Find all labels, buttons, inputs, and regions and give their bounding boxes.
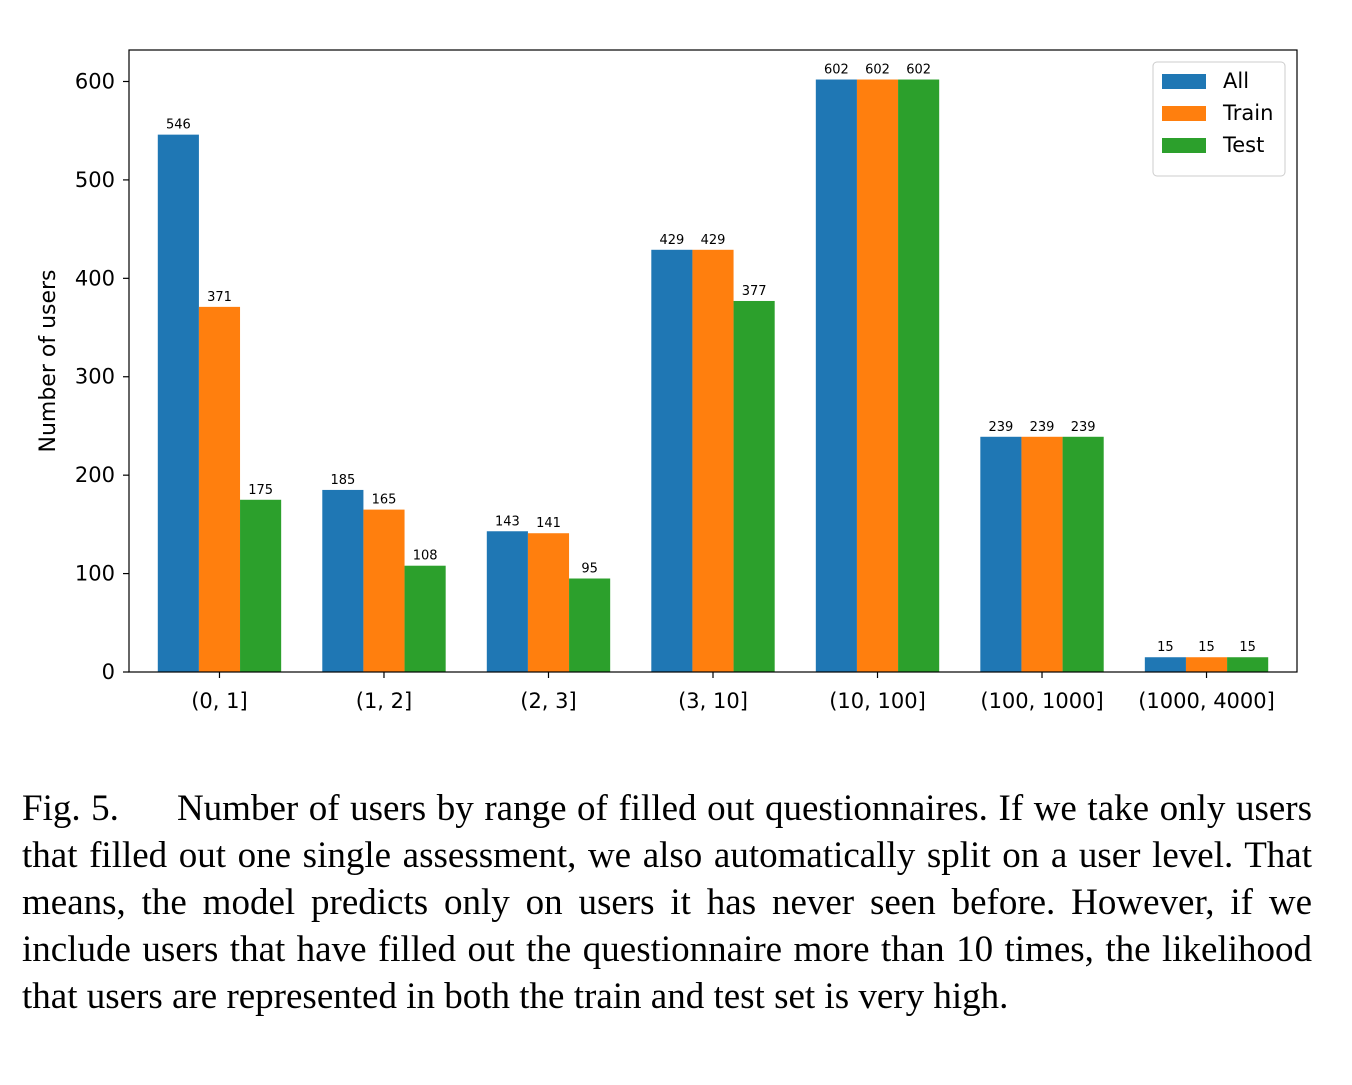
bar-value-label: 602 (824, 63, 849, 78)
bar-value-label: 15 (1198, 640, 1215, 655)
legend-swatch-all (1162, 74, 1206, 89)
x-tick-label: (1, 2] (356, 689, 412, 713)
y-tick-label: 0 (102, 660, 115, 684)
x-tick-label: (1000, 4000] (1138, 689, 1275, 713)
bar-value-label: 239 (1030, 420, 1055, 435)
bar-value-label: 377 (742, 284, 767, 299)
bar-test-3 (733, 300, 775, 672)
y-tick-label: 400 (75, 266, 115, 290)
bar-value-label: 602 (865, 63, 890, 78)
bar-value-label: 546 (166, 118, 191, 133)
y-axis: 0 100 200 300 400 500 600 (75, 69, 129, 684)
x-tick-label: (0, 1] (191, 689, 247, 713)
bar-train-6 (1185, 657, 1228, 672)
bar-value-label: 175 (248, 483, 273, 498)
bar-all-3 (651, 249, 693, 673)
bar-test-0 (240, 499, 282, 672)
bar-value-label: 141 (536, 516, 561, 531)
caption-text: Number of users by range of filled out q… (22, 788, 1313, 1017)
bar-labels-group: 546 371 175 185 165 108 143 141 95 429 429 377 602 60… (166, 63, 1256, 656)
bar-all-4 (815, 79, 857, 672)
bar-all-0 (157, 134, 199, 673)
bar-all-2 (486, 531, 528, 672)
bar-value-label: 108 (413, 549, 438, 564)
x-axis: (0, 1] (1, 2] (2, 3] (3, 10] (10, 100] (100, … (191, 672, 1275, 713)
bar-value-label: 15 (1239, 640, 1256, 655)
bar-value-label: 429 (701, 233, 726, 248)
bar-test-2 (569, 578, 611, 672)
x-tick-label: (2, 3] (520, 689, 576, 713)
bar-test-6 (1227, 657, 1269, 672)
bar-test-1 (404, 565, 446, 672)
y-axis-label: Number of users (36, 269, 61, 452)
legend-label-train: Train (1222, 101, 1273, 125)
y-tick-label: 500 (75, 168, 115, 192)
bar-value-label: 429 (659, 233, 684, 248)
legend-label-test: Test (1222, 133, 1264, 157)
bar-value-label: 185 (330, 473, 355, 488)
bars-group (157, 79, 1269, 673)
y-tick-label: 300 (75, 365, 115, 389)
bar-train-4 (856, 79, 899, 672)
x-tick-label: (10, 100] (829, 689, 926, 713)
bar-all-5 (980, 436, 1022, 672)
bar-chart: 546 371 175 185 165 108 143 141 95 429 429 377 602 60… (36, 49, 1298, 713)
legend-swatch-test (1162, 138, 1206, 153)
bar-value-label: 95 (581, 562, 598, 577)
figure-caption: Fig. 5. Number of users by range of fille… (22, 785, 1312, 1020)
y-tick-label: 100 (75, 562, 115, 586)
bar-value-label: 239 (1071, 420, 1096, 435)
bar-test-5 (1062, 436, 1104, 672)
bar-train-2 (527, 533, 570, 672)
bar-all-1 (322, 489, 364, 672)
legend-swatch-train (1162, 106, 1206, 121)
bar-all-6 (1144, 657, 1186, 672)
bar-train-5 (1021, 436, 1063, 672)
legend: All Train Test (1152, 61, 1286, 177)
bar-train-3 (692, 249, 734, 673)
bar-test-4 (898, 79, 940, 672)
bar-value-label: 371 (207, 290, 232, 305)
bar-value-label: 165 (372, 493, 397, 508)
x-tick-label: (3, 10] (678, 689, 748, 713)
y-tick-label: 600 (75, 69, 115, 93)
bar-value-label: 602 (906, 63, 931, 78)
figure-number: Fig. 5. (22, 788, 119, 829)
bar-value-label: 15 (1157, 640, 1174, 655)
bar-train-0 (198, 306, 241, 672)
bar-value-label: 143 (495, 514, 520, 529)
bar-train-1 (363, 509, 405, 672)
bar-value-label: 239 (988, 420, 1013, 435)
x-tick-label: (100, 1000] (980, 689, 1103, 713)
legend-label-all: All (1223, 69, 1249, 93)
y-tick-label: 200 (75, 463, 115, 487)
